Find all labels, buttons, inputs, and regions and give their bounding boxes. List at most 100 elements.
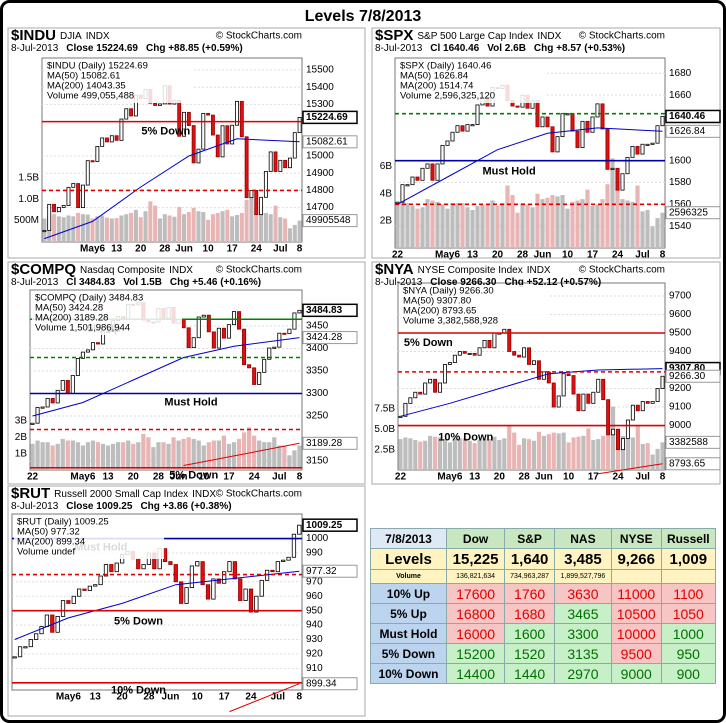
legend-box bbox=[44, 60, 194, 103]
volume-tag-box bbox=[302, 214, 358, 228]
candle bbox=[522, 347, 527, 358]
ma50-line bbox=[32, 337, 300, 417]
legend-entry: $COMPQ (Daily) 3484.83 bbox=[35, 293, 143, 304]
info-line: 8-Jul-2013 Close 1009.25 Chg +3.86 (+0.38%… bbox=[11, 501, 232, 512]
volume-bar bbox=[580, 199, 585, 248]
volume-bar bbox=[262, 442, 267, 470]
volume-bar bbox=[206, 442, 211, 470]
volume-bar bbox=[157, 218, 162, 242]
candle bbox=[50, 398, 55, 404]
price-tag: 9307.80 bbox=[669, 363, 706, 374]
volume-bar bbox=[566, 442, 571, 470]
x-tick-label: 20 bbox=[492, 250, 504, 261]
candle bbox=[660, 116, 665, 127]
volume-bar bbox=[138, 217, 143, 242]
legend-entry: MA(200) 1514.74 bbox=[400, 81, 473, 92]
volume-bar bbox=[45, 442, 50, 470]
y-tick-label: 15500 bbox=[306, 65, 334, 76]
volume-bar bbox=[452, 438, 457, 470]
x-tick-label: 8 bbox=[297, 244, 303, 255]
index-name: Russell 2000 Small Cap Index bbox=[54, 489, 188, 500]
cell: 734,963,287 bbox=[504, 569, 555, 584]
volume-bar bbox=[630, 437, 635, 470]
candle bbox=[452, 354, 457, 364]
candle bbox=[247, 364, 252, 369]
x-tick-label: 17 bbox=[587, 250, 599, 261]
volume-bar bbox=[141, 434, 146, 470]
candle bbox=[235, 100, 239, 126]
table: 7/8/2013 Dow S&P NAS NYSE Russell Levels 15,225… bbox=[370, 528, 717, 684]
candle bbox=[71, 183, 76, 188]
candle bbox=[76, 183, 81, 209]
y-tick-label: 970 bbox=[306, 576, 323, 587]
volume-bar bbox=[440, 204, 445, 248]
volume-bar bbox=[535, 193, 540, 248]
candle bbox=[153, 102, 158, 106]
candle bbox=[415, 176, 420, 181]
info-line: 8-Jul-2013 Close 15224.69 Chg +88.85 (+0.5… bbox=[11, 43, 243, 54]
volume-bar bbox=[153, 205, 158, 242]
info-line: 8-Jul-2013 Close 9266.30 Chg +52.12 (+0.57… bbox=[375, 277, 601, 288]
candle bbox=[515, 105, 520, 108]
candle bbox=[254, 595, 259, 613]
candle bbox=[109, 564, 114, 573]
panel-header: $NYA NYSE Composite Index INDX bbox=[375, 261, 551, 278]
volume-bar bbox=[477, 439, 482, 470]
x-tick-label: 8 bbox=[660, 472, 666, 483]
volume-bar bbox=[601, 435, 606, 470]
volume-bar bbox=[66, 215, 71, 242]
volume-bar bbox=[100, 215, 105, 242]
volume-bar bbox=[418, 441, 423, 470]
candle bbox=[620, 173, 625, 191]
volume-bar bbox=[505, 185, 510, 248]
volume-bar bbox=[615, 189, 620, 248]
legend-entry: MA(200) 899.34 bbox=[17, 537, 85, 548]
y-tick-label: 1000 bbox=[306, 533, 329, 544]
candle bbox=[616, 428, 621, 451]
x-tick-label: 8 bbox=[297, 472, 303, 483]
x-tick-label: 20 bbox=[128, 472, 140, 483]
volume-bar bbox=[85, 442, 91, 470]
cell: 1,899,527,796 bbox=[553, 569, 612, 584]
x-tick-label: 20 bbox=[135, 244, 147, 255]
candle bbox=[66, 186, 71, 206]
candle bbox=[536, 360, 541, 380]
exchange: INDX bbox=[169, 265, 193, 276]
candle bbox=[268, 151, 273, 172]
candle bbox=[442, 364, 447, 384]
candle bbox=[457, 351, 462, 356]
x-tick-label: 20 bbox=[494, 472, 506, 483]
volume-bar bbox=[591, 439, 596, 470]
candle bbox=[184, 587, 189, 604]
candle bbox=[60, 600, 66, 617]
volume-bar bbox=[487, 439, 492, 470]
cell: 1760 bbox=[504, 583, 555, 604]
volume-bar bbox=[576, 436, 581, 470]
candle bbox=[591, 391, 596, 404]
x-tick-label: Jul bbox=[272, 472, 287, 483]
header-cell: 7/8/2013 bbox=[370, 528, 447, 549]
cell: 15200 bbox=[445, 643, 506, 664]
volume-bar bbox=[95, 442, 101, 470]
volume-bar bbox=[85, 214, 90, 242]
candle bbox=[17, 646, 23, 658]
volume-bar bbox=[201, 212, 206, 242]
candle bbox=[445, 140, 450, 146]
volume-bar bbox=[119, 215, 124, 242]
panel-header: $COMPQ Nasdaq Composite INDX bbox=[11, 261, 193, 278]
candle bbox=[273, 151, 278, 172]
y-tick-label: 930 bbox=[306, 634, 323, 645]
row-label: Levels bbox=[370, 548, 447, 570]
info-item: Chg +88.85 (+0.59%) bbox=[146, 43, 243, 54]
candle bbox=[462, 351, 467, 354]
candle bbox=[433, 378, 438, 393]
candle bbox=[640, 143, 645, 155]
x-tick-label: 24 bbox=[612, 250, 624, 261]
candle bbox=[580, 120, 585, 148]
row-label: Volume bbox=[370, 569, 447, 584]
price-tag-box bbox=[302, 677, 358, 691]
volume-bar bbox=[395, 204, 400, 248]
candle bbox=[595, 103, 600, 118]
candle bbox=[114, 135, 119, 141]
x-tick-label: Jul bbox=[635, 250, 650, 261]
